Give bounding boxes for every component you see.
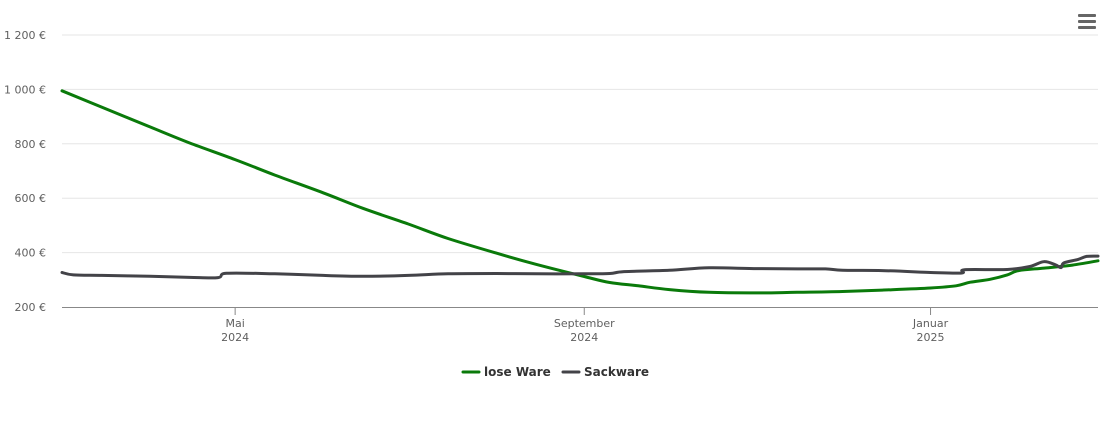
legend-label: lose Ware (484, 365, 551, 379)
x-tick-label-year: 2025 (917, 331, 945, 344)
y-tick-label: 400 € (15, 247, 47, 260)
x-tick-label-month: Mai (225, 317, 244, 330)
series-lines (60, 89, 1100, 295)
hamburger-menu-icon[interactable] (1076, 12, 1098, 32)
legend-item-sackware[interactable]: Sackware (561, 365, 649, 379)
y-tick-label: 800 € (15, 138, 47, 151)
legend[interactable]: lose Ware Sackware (461, 365, 649, 379)
y-tick-label: 600 € (15, 192, 47, 205)
grid-lines (62, 34, 1098, 254)
legend-item-lose-ware[interactable]: lose Ware (461, 365, 551, 379)
x-tick-label-month: Januar (912, 317, 949, 330)
x-tick-label-month: September (554, 317, 615, 330)
legend-label: Sackware (584, 365, 649, 379)
y-tick-label: 200 € (15, 301, 47, 314)
series-line-sackware[interactable] (60, 254, 1100, 280)
x-tick-label-year: 2024 (221, 331, 249, 344)
y-tick-label: 1 200 € (4, 29, 46, 42)
y-axis: 200 € 400 € 600 € 800 € 1 000 € 1 200 € (4, 29, 46, 314)
series-line-lose-ware[interactable] (60, 89, 1100, 295)
y-tick-label: 1 000 € (4, 83, 46, 96)
x-tick-label-year: 2024 (570, 331, 598, 344)
